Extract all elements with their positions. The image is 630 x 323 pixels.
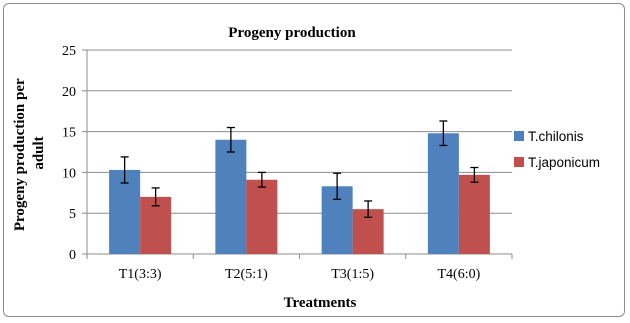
x-tick-label: T1(3:3) [119,267,162,282]
error-bar [364,200,373,218]
error-bar [470,166,479,183]
bar-t-japonicum-1 [246,179,278,254]
x-tick-label: T4(6:0) [437,267,480,282]
y-tick-label: 5 [69,207,76,222]
legend-swatch [514,157,524,167]
error-bar [257,171,266,188]
y-axis-label-line-1: Progeny production per [12,78,28,231]
bar-t-chilonis-3 [427,133,459,254]
legend: T.chilonis T.japonicum [514,129,600,170]
y-tick-label: 20 [62,85,76,100]
error-bars [120,120,479,218]
y-axis-label-line-2: adult [31,136,47,169]
legend-swatch [514,131,524,141]
bars [109,133,490,254]
y-tick-label: 10 [62,166,76,181]
legend-label: T.japonicum [528,155,600,170]
error-bar [151,187,160,207]
y-axis-label: Progeny production per adult [12,75,47,231]
legend-label: T.chilonis [528,129,584,144]
y-tick-label: 25 [62,44,76,59]
error-bar [226,126,235,153]
error-bar [333,172,342,200]
bar-t-chilonis-0 [109,169,141,254]
bar-t-japonicum-3 [458,174,490,254]
bar-t-chilonis-1 [215,139,247,254]
error-bar [120,156,129,184]
x-axis-label: Treatments [284,295,357,311]
y-tick-label: 0 [69,248,76,263]
y-tick-label: 15 [62,126,76,141]
x-tick-label: T2(5:1) [225,267,268,282]
error-bar [439,120,448,147]
x-tick-label: T3(1:5) [331,267,374,282]
chart-title: Progeny production [228,25,356,41]
